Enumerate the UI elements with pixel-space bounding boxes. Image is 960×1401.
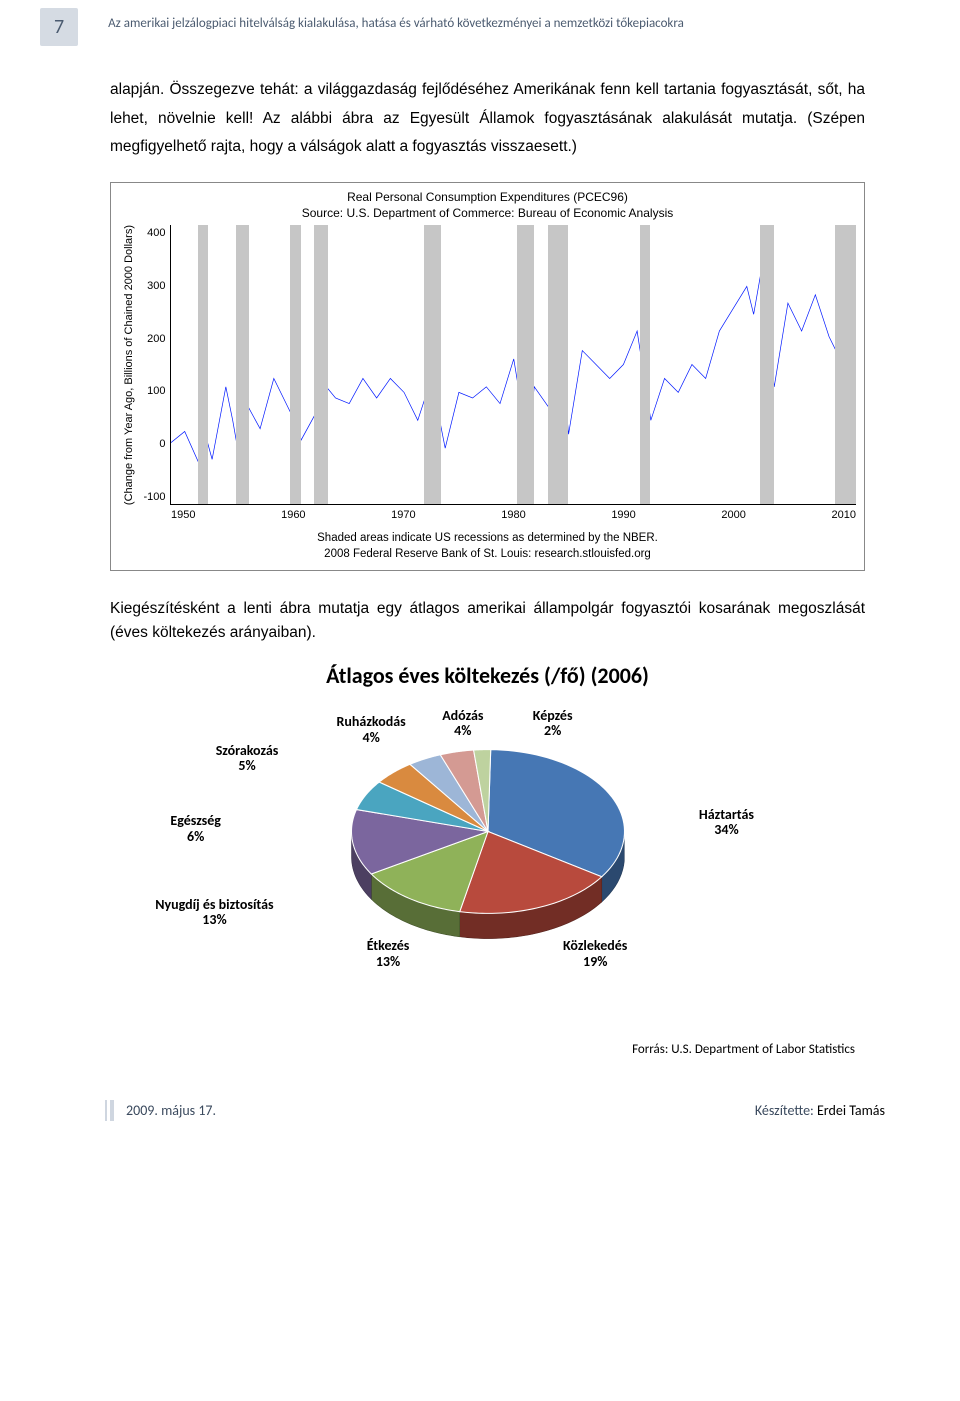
chart-title-line2: Source: U.S. Department of Commerce: Bur… <box>119 205 856 221</box>
y-axis-label: (Change from Year Ago, Billions of Chain… <box>119 225 140 505</box>
pie-slice-label: Adózás4% <box>442 708 483 739</box>
chart-body: (Change from Year Ago, Billions of Chain… <box>119 225 856 505</box>
plot-area <box>170 225 856 505</box>
pie-slice-label: Szórakozás5% <box>216 743 279 774</box>
body-paragraph-2: Kiegészítésként a lenti ábra mutatja egy… <box>0 591 960 651</box>
recession-band <box>548 225 569 504</box>
page-header: 7 Az amerikai jelzálogpiaci hitelválság … <box>0 0 960 66</box>
pie-slice-label: Egészség6% <box>170 813 221 844</box>
x-tick: 2010 <box>831 507 855 524</box>
footer-date: 2009. május 17. <box>110 1100 216 1121</box>
pie-slice-label: Képzés2% <box>533 708 573 739</box>
recession-band <box>314 225 328 504</box>
page-footer: 2009. május 17. Készítette: Erdei Tamás <box>0 1060 960 1141</box>
recession-band <box>290 225 300 504</box>
chart-title: Real Personal Consumption Expenditures (… <box>119 189 856 221</box>
page-number: 7 <box>40 8 78 46</box>
chart-caption-line2: 2008 Federal Reserve Bank of St. Louis: … <box>119 546 856 562</box>
recession-band <box>517 225 534 504</box>
recession-band <box>640 225 650 504</box>
pie-slice-label: Ruházkodás4% <box>337 714 406 745</box>
y-tick: 0 <box>144 436 166 453</box>
footer-author-prefix: Készítette: <box>755 1102 817 1119</box>
recession-band <box>760 225 774 504</box>
recession-band <box>236 225 250 504</box>
x-tick: 2000 <box>721 507 745 524</box>
x-tick: 1980 <box>501 507 525 524</box>
pie-slice-label: Étkezés13% <box>367 938 410 969</box>
y-tick: 400 <box>144 225 166 242</box>
pie-slice-label: Háztartás34% <box>699 807 754 838</box>
chart-caption: Shaded areas indicate US recessions as d… <box>119 530 856 562</box>
pie-chart: Háztartás34% Közlekedés19% Étkezés13% Nyugd… <box>110 698 865 1018</box>
recession-band <box>835 225 856 504</box>
y-tick: 300 <box>144 278 166 295</box>
x-tick: 1950 <box>171 507 195 524</box>
pie-chart-title: Átlagos éves költekezés (/fő) (2006) <box>110 659 865 692</box>
recession-band <box>198 225 208 504</box>
chart-caption-line1: Shaded areas indicate US recessions as d… <box>119 530 856 546</box>
y-tick: 200 <box>144 331 166 348</box>
footer-author: Készítette: Erdei Tamás <box>755 1100 885 1121</box>
pie-slice-label: Közlekedés19% <box>563 938 627 969</box>
y-tick: -100 <box>144 489 166 506</box>
chart-title-line1: Real Personal Consumption Expenditures (… <box>119 189 856 205</box>
header-title: Az amerikai jelzálogpiaci hitelválság ki… <box>108 8 920 34</box>
recession-band <box>424 225 441 504</box>
x-tick: 1990 <box>611 507 635 524</box>
pie-chart-source: Forrás: U.S. Department of Labor Statist… <box>110 1040 865 1060</box>
line-series <box>171 276 856 491</box>
y-axis-ticks: 400 300 200 100 0 -100 <box>140 225 170 505</box>
line-chart: Real Personal Consumption Expenditures (… <box>110 182 865 571</box>
y-tick: 100 <box>144 383 166 400</box>
x-axis-ticks: 1950 1960 1970 1980 1990 2000 2010 <box>171 505 856 524</box>
x-tick: 1960 <box>281 507 305 524</box>
x-tick: 1970 <box>391 507 415 524</box>
body-paragraph-1: alapján. Összegezve tehát: a világgazdas… <box>0 66 960 182</box>
footer-author-name: Erdei Tamás <box>817 1102 885 1119</box>
pie-slice-label: Nyugdíj és biztosítás13% <box>155 897 273 928</box>
pie-chart-section: Átlagos éves költekezés (/fő) (2006) Ház… <box>110 659 865 1060</box>
